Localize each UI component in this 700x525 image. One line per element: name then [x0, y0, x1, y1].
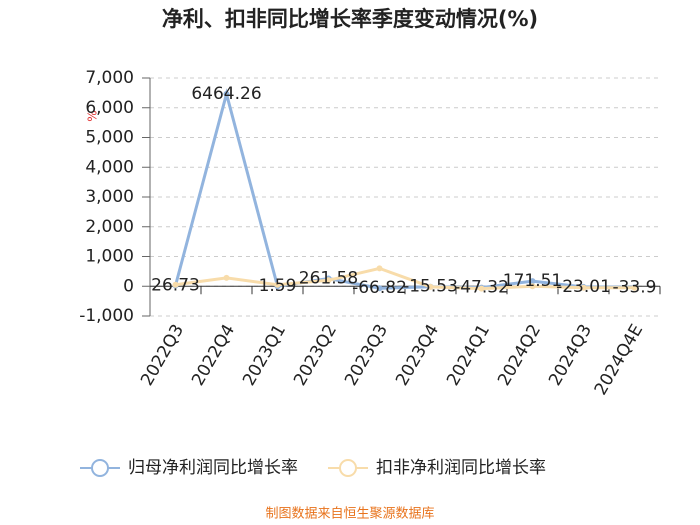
point — [427, 283, 434, 290]
y-axis-label: % — [86, 110, 100, 121]
y-tick-label: 3,000 — [85, 187, 134, 207]
data-label: 26.73 — [151, 275, 200, 295]
x-tick-label: 2024Q3 — [545, 321, 596, 389]
data-label: 171.51 — [503, 271, 562, 291]
point — [376, 265, 383, 272]
x-tick-label: 2024Q2 — [494, 321, 545, 389]
data-label: -23.01 — [556, 277, 611, 297]
x-tick-label: 2022Q4 — [188, 321, 239, 389]
data-label: -47.32 — [454, 278, 509, 298]
point — [325, 277, 332, 284]
data-label: -15.53 — [403, 277, 458, 297]
point — [223, 274, 230, 281]
y-tick-label: 4,000 — [85, 157, 134, 177]
point — [529, 283, 536, 290]
point — [631, 284, 638, 291]
x-tick-label: 2022Q3 — [137, 321, 188, 389]
y-tick-label: -1,000 — [79, 306, 134, 326]
y-tick-label: 1,000 — [85, 247, 134, 267]
x-tick-label: 2023Q2 — [290, 321, 341, 389]
legend-marker — [339, 459, 357, 477]
point — [580, 284, 587, 291]
data-label: 261.58 — [299, 268, 358, 288]
y-tick-label: 2,000 — [85, 217, 134, 237]
x-tick-label: 2024Q1 — [443, 321, 494, 389]
data-label: -66.82 — [352, 278, 407, 298]
x-tick-label: 2023Q1 — [239, 321, 290, 389]
legend-label: 扣非净利润同比增长率 — [376, 458, 546, 478]
point — [172, 281, 179, 288]
legend-marker — [91, 459, 109, 477]
data-label: 1.59 — [259, 276, 297, 296]
point — [478, 285, 485, 292]
legend-label: 归母净利润同比增长率 — [128, 458, 298, 478]
data-label: 6464.26 — [191, 84, 261, 104]
x-tick-label: 2023Q4 — [392, 321, 443, 389]
x-tick-label: 2024Q4E — [591, 321, 647, 399]
source: 制图数据来自恒生聚源数据库 — [265, 506, 434, 522]
chart-title: 净利、扣非同比增长率季度变动情况(%) — [162, 7, 538, 31]
point — [529, 278, 536, 285]
data-label: -33.9 — [613, 277, 657, 297]
y-tick-label: 7,000 — [85, 68, 134, 88]
point — [376, 285, 383, 292]
point — [274, 281, 281, 288]
x-tick-label: 2023Q3 — [341, 321, 392, 389]
series-line — [175, 266, 635, 291]
y-tick-label: 0 — [123, 276, 134, 296]
y-tick-label: 5,000 — [85, 128, 134, 148]
series-line — [174, 88, 635, 290]
y-tick-label: 6,000 — [85, 98, 134, 118]
point — [223, 90, 230, 97]
